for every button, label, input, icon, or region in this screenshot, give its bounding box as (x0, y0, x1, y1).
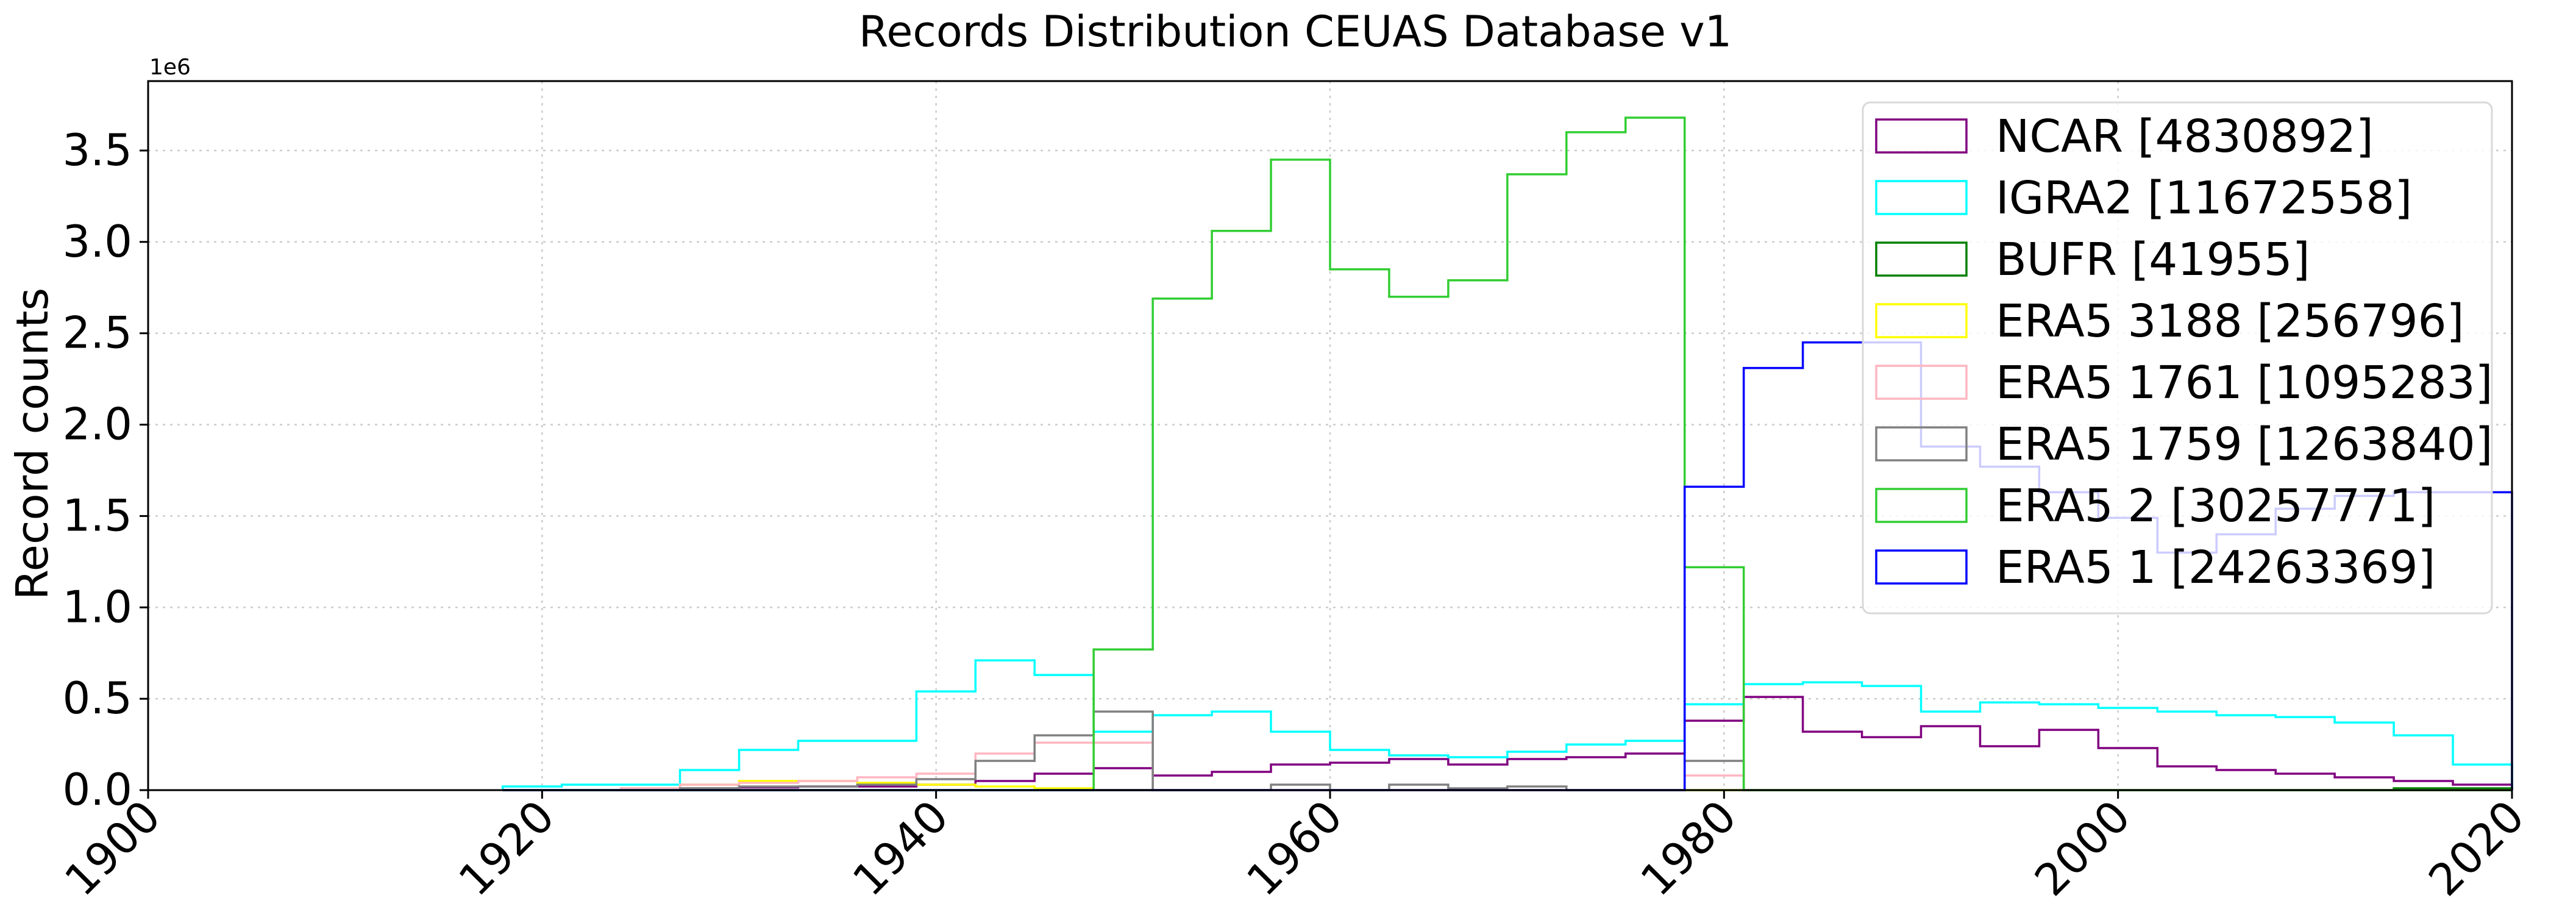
legend-swatch-4 (1875, 365, 1968, 400)
y-tick-label: 3.0 (62, 216, 132, 267)
legend: NCAR [4830892] IGRA2 [11672558] BUFR [4195… (1862, 101, 2493, 615)
legend-swatch-0 (1875, 118, 1968, 154)
legend-label-3: ERA5 3188 [256796] (1996, 295, 2464, 348)
legend-label-5: ERA5 1759 [1263840] (1996, 418, 2493, 471)
y-tick-label: 0.0 (62, 764, 132, 815)
y-tick-label: 2.0 (62, 399, 132, 450)
legend-box (1862, 101, 2493, 615)
legend-swatch-3 (1875, 303, 1968, 338)
series-0-step (502, 696, 2513, 791)
y-tick-label: 0.5 (62, 672, 132, 724)
legend-swatch-5 (1875, 426, 1968, 462)
legend-label-6: ERA5 2 [30257771] (1996, 480, 2435, 532)
legend-swatch-7 (1875, 549, 1968, 585)
legend-label-4: ERA5 1761 [1095283] (1996, 357, 2493, 409)
legend-swatch-2 (1875, 241, 1968, 277)
y-tick-label: 3.5 (62, 124, 132, 176)
legend-label-2: BUFR [41955] (1996, 234, 2310, 286)
y-tick-label: 2.5 (62, 307, 132, 358)
y-tick-label: 1.5 (62, 490, 132, 541)
legend-swatch-6 (1875, 488, 1968, 523)
series-1-step (501, 659, 2513, 790)
legend-label-1: IGRA2 [11672558] (1996, 172, 2412, 224)
y-axis-label: Record counts (7, 288, 58, 600)
legend-label-7: ERA5 1 [24263369] (1996, 541, 2435, 594)
y-offset-text: 1e6 (149, 55, 191, 80)
y-axis-ticks: 0.0 0.5 1.0 1.5 2.0 2.5 3.0 3.5 (62, 124, 148, 815)
legend-swatch-1 (1875, 180, 1968, 215)
chart-title: Records Distribution CEUAS Database v1 (859, 7, 1732, 57)
legend-label-0: NCAR [4830892] (1996, 110, 2374, 163)
y-tick-label: 1.0 (62, 581, 132, 632)
